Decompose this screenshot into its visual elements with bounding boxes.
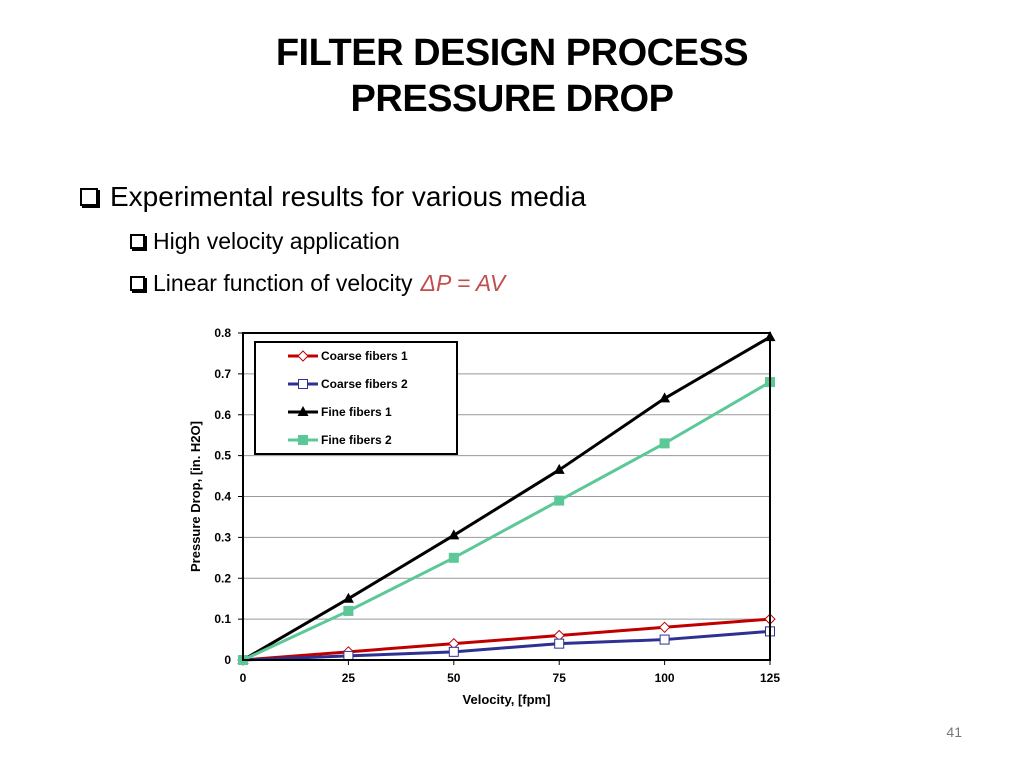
bullet-text: High velocity application <box>153 227 400 254</box>
series-line <box>242 629 771 662</box>
legend-marker <box>297 350 309 362</box>
legend-label: Coarse fibers 1 <box>321 349 408 363</box>
x-tick-label: 50 <box>447 671 461 685</box>
checkbox-bullet-icon <box>80 188 98 206</box>
data-point <box>553 463 565 474</box>
legend-box <box>254 341 458 455</box>
data-point <box>658 621 671 634</box>
y-tick-label: 0 <box>224 653 231 667</box>
legend-label: Coarse fibers 2 <box>321 377 408 391</box>
series-line <box>242 617 771 662</box>
series-line <box>242 335 771 662</box>
formula-text: ΔP = AV <box>420 269 506 296</box>
y-tick-label: 0.3 <box>214 530 231 544</box>
data-point <box>343 605 354 616</box>
series-line <box>242 380 771 662</box>
data-point <box>448 529 460 540</box>
data-point <box>342 592 354 603</box>
data-point <box>659 438 670 449</box>
x-tick-label: 75 <box>553 671 567 685</box>
checkbox-bullet-icon <box>130 233 145 249</box>
bullet-linear-function: Linear function of velocity ΔP = AV <box>130 268 505 298</box>
checkbox-bullet-icon <box>130 275 145 291</box>
y-tick-label: 0.7 <box>214 367 231 381</box>
y-tick-label: 0.2 <box>214 571 231 585</box>
data-point <box>659 634 670 645</box>
bullet-high-velocity: High velocity application <box>130 226 400 256</box>
page-number: 41 <box>946 724 962 740</box>
data-point <box>448 646 459 657</box>
y-tick-label: 0.8 <box>214 326 231 340</box>
data-point <box>554 638 565 649</box>
legend-marker <box>297 406 309 416</box>
legend-label: Fine fibers 1 <box>321 405 392 419</box>
slide-title: FILTER DESIGN PROCESS PRESSURE DROP <box>0 30 1024 122</box>
legend-label: Fine fibers 2 <box>321 433 392 447</box>
y-tick-label: 0.6 <box>214 408 231 422</box>
y-tick-label: 0.1 <box>214 612 231 626</box>
bullet-experimental-results: Experimental results for various media <box>80 178 586 216</box>
data-point <box>659 392 671 403</box>
title-line-2: PRESSURE DROP <box>350 78 674 120</box>
x-tick-label: 0 <box>240 671 247 685</box>
y-tick-label: 0.5 <box>214 449 231 463</box>
legend: Coarse fibers 1 Coarse fibers 2 Fine fiber… <box>254 341 458 455</box>
x-tick-label: 100 <box>655 671 675 685</box>
bullet-text: Experimental results for various media <box>110 181 587 212</box>
data-point <box>448 552 459 563</box>
legend-marker <box>298 435 308 445</box>
y-tick-label: 0.4 <box>214 490 231 504</box>
bullet-text: Linear function of velocity <box>153 269 413 296</box>
plot-border <box>242 332 771 661</box>
x-tick-label: 25 <box>342 671 356 685</box>
x-tick-label: 125 <box>760 671 780 685</box>
legend-marker <box>298 379 308 389</box>
data-point <box>554 495 565 506</box>
x-axis-label: Velocity, [fpm] <box>463 692 551 707</box>
title-line-1: FILTER DESIGN PROCESS <box>275 32 749 74</box>
y-axis-label: Pressure Drop, [in. H2O] <box>188 421 203 572</box>
